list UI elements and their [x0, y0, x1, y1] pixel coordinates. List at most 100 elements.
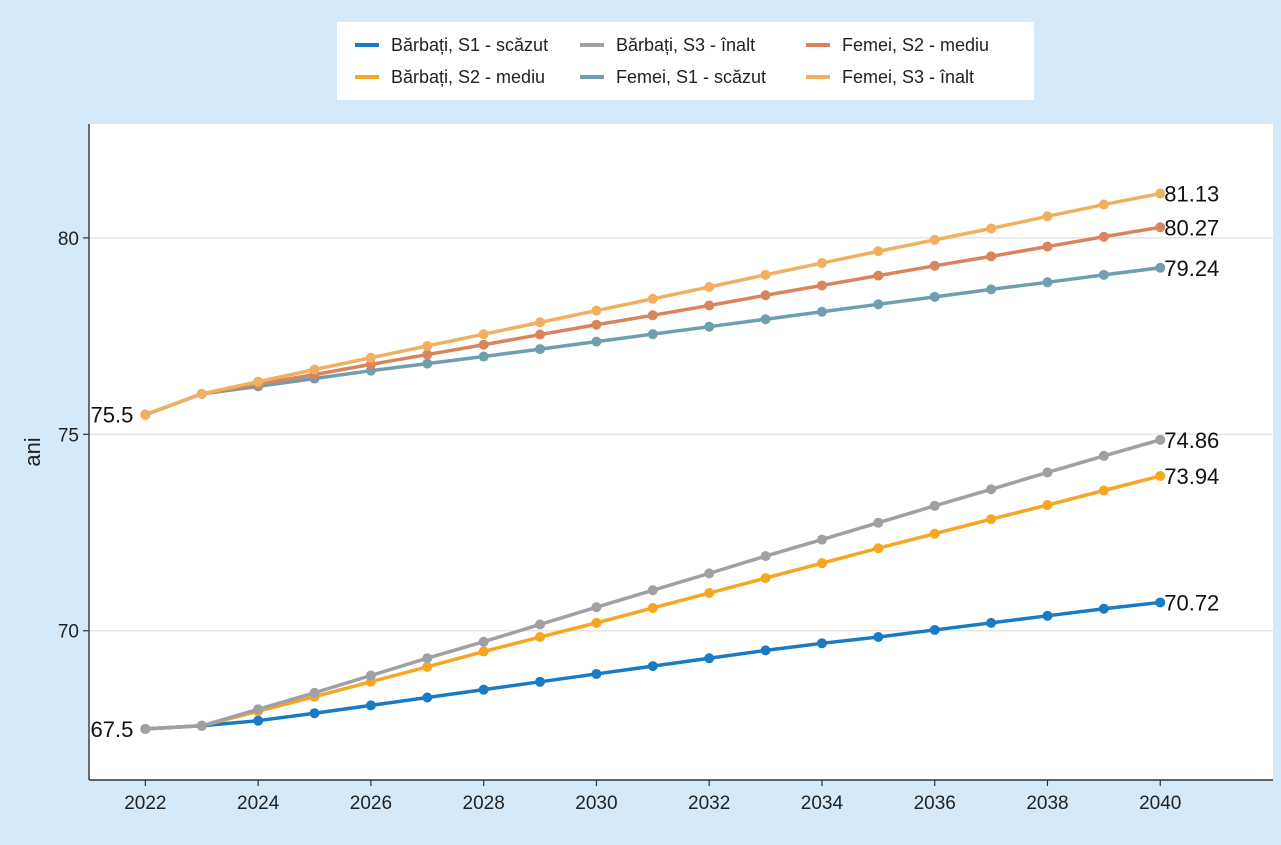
data-point: [1098, 231, 1109, 242]
legend-item: Bărbați, S1 - scăzut: [355, 35, 548, 55]
data-point: [591, 319, 602, 330]
data-point: [704, 588, 715, 599]
data-point: [422, 692, 433, 703]
data-point: [1155, 434, 1166, 445]
end-value-label: 70.72: [1164, 590, 1219, 615]
data-point: [422, 653, 433, 664]
data-point: [986, 284, 997, 295]
data-point: [760, 269, 771, 280]
end-value-label: 79.24: [1164, 256, 1219, 281]
data-point: [422, 358, 433, 369]
legend-label: Femei, S3 - înalt: [842, 67, 974, 87]
data-point: [196, 720, 207, 731]
data-point: [1098, 450, 1109, 461]
y-axis-title: ani: [20, 437, 45, 466]
data-point: [816, 280, 827, 291]
legend-label: Femei, S1 - scăzut: [616, 67, 766, 87]
data-point: [1042, 211, 1053, 222]
data-point: [1098, 603, 1109, 614]
data-point: [1155, 470, 1166, 481]
data-point: [535, 317, 546, 328]
series-Bărbați, S3 - înalt: [140, 434, 1166, 734]
data-point: [253, 715, 264, 726]
data-point: [647, 602, 658, 613]
end-value-label: 80.27: [1164, 215, 1219, 240]
data-point: [365, 670, 376, 681]
x-tick-label: 2022: [124, 793, 166, 814]
data-point: [986, 251, 997, 262]
data-point: [591, 305, 602, 316]
end-value-label: 74.86: [1164, 428, 1219, 453]
data-point: [647, 585, 658, 596]
legend-box: [337, 22, 1034, 100]
x-tick-label: 2028: [463, 793, 505, 814]
series-Bărbați, S1 - scăzut: [140, 597, 1166, 734]
start-value-label: 67.5: [91, 717, 134, 742]
legend-label: Bărbați, S2 - mediu: [391, 67, 545, 87]
data-point: [1155, 188, 1166, 199]
data-point: [929, 234, 940, 245]
data-point: [1098, 485, 1109, 496]
data-point: [1098, 199, 1109, 210]
data-point: [816, 306, 827, 317]
data-point: [365, 352, 376, 363]
data-point: [647, 310, 658, 321]
data-point: [591, 668, 602, 679]
y-tick-label: 70: [58, 622, 79, 643]
data-point: [1155, 597, 1166, 608]
data-point: [986, 617, 997, 628]
data-point: [422, 661, 433, 672]
data-point: [591, 336, 602, 347]
y-tick-label: 80: [58, 229, 79, 250]
data-point: [873, 632, 884, 643]
data-point: [929, 528, 940, 539]
data-point: [986, 223, 997, 234]
end-value-label: 73.94: [1164, 464, 1219, 489]
data-point: [929, 500, 940, 511]
data-point: [478, 636, 489, 647]
data-point: [309, 364, 320, 375]
series-Femei, S3 - înalt: [140, 188, 1166, 420]
legend-item: Bărbați, S3 - înalt: [580, 35, 755, 55]
data-point: [1098, 269, 1109, 280]
data-point: [422, 349, 433, 360]
data-point: [1155, 222, 1166, 233]
data-point: [535, 676, 546, 687]
x-tick-label: 2024: [237, 793, 280, 814]
data-point: [1042, 500, 1053, 511]
x-tick-label: 2040: [1139, 793, 1181, 814]
data-point: [760, 314, 771, 325]
data-point: [760, 645, 771, 656]
data-point: [760, 290, 771, 301]
data-point: [816, 534, 827, 545]
data-point: [535, 632, 546, 643]
x-tick-label: 2030: [575, 793, 617, 814]
x-tick-label: 2036: [914, 793, 956, 814]
data-point: [478, 646, 489, 657]
data-point: [873, 270, 884, 281]
legend-item: Femei, S1 - scăzut: [580, 67, 766, 87]
data-point: [253, 704, 264, 715]
data-point: [873, 517, 884, 528]
data-point: [986, 514, 997, 525]
data-point: [986, 484, 997, 495]
data-point: [873, 543, 884, 554]
data-point: [140, 723, 151, 734]
legend-item: Femei, S2 - mediu: [806, 35, 989, 55]
data-point: [704, 321, 715, 332]
data-point: [1042, 277, 1053, 288]
data-point: [591, 617, 602, 628]
y-tick-label: 75: [58, 425, 79, 446]
data-point: [647, 329, 658, 340]
data-point: [647, 661, 658, 672]
legend-label: Bărbați, S1 - scăzut: [391, 35, 548, 55]
data-point: [309, 708, 320, 719]
start-value-label: 75.5: [91, 403, 134, 428]
legend-item: Femei, S3 - înalt: [806, 67, 974, 87]
plot-panel: [89, 124, 1273, 780]
data-point: [704, 282, 715, 293]
data-point: [478, 684, 489, 695]
data-point: [816, 638, 827, 649]
